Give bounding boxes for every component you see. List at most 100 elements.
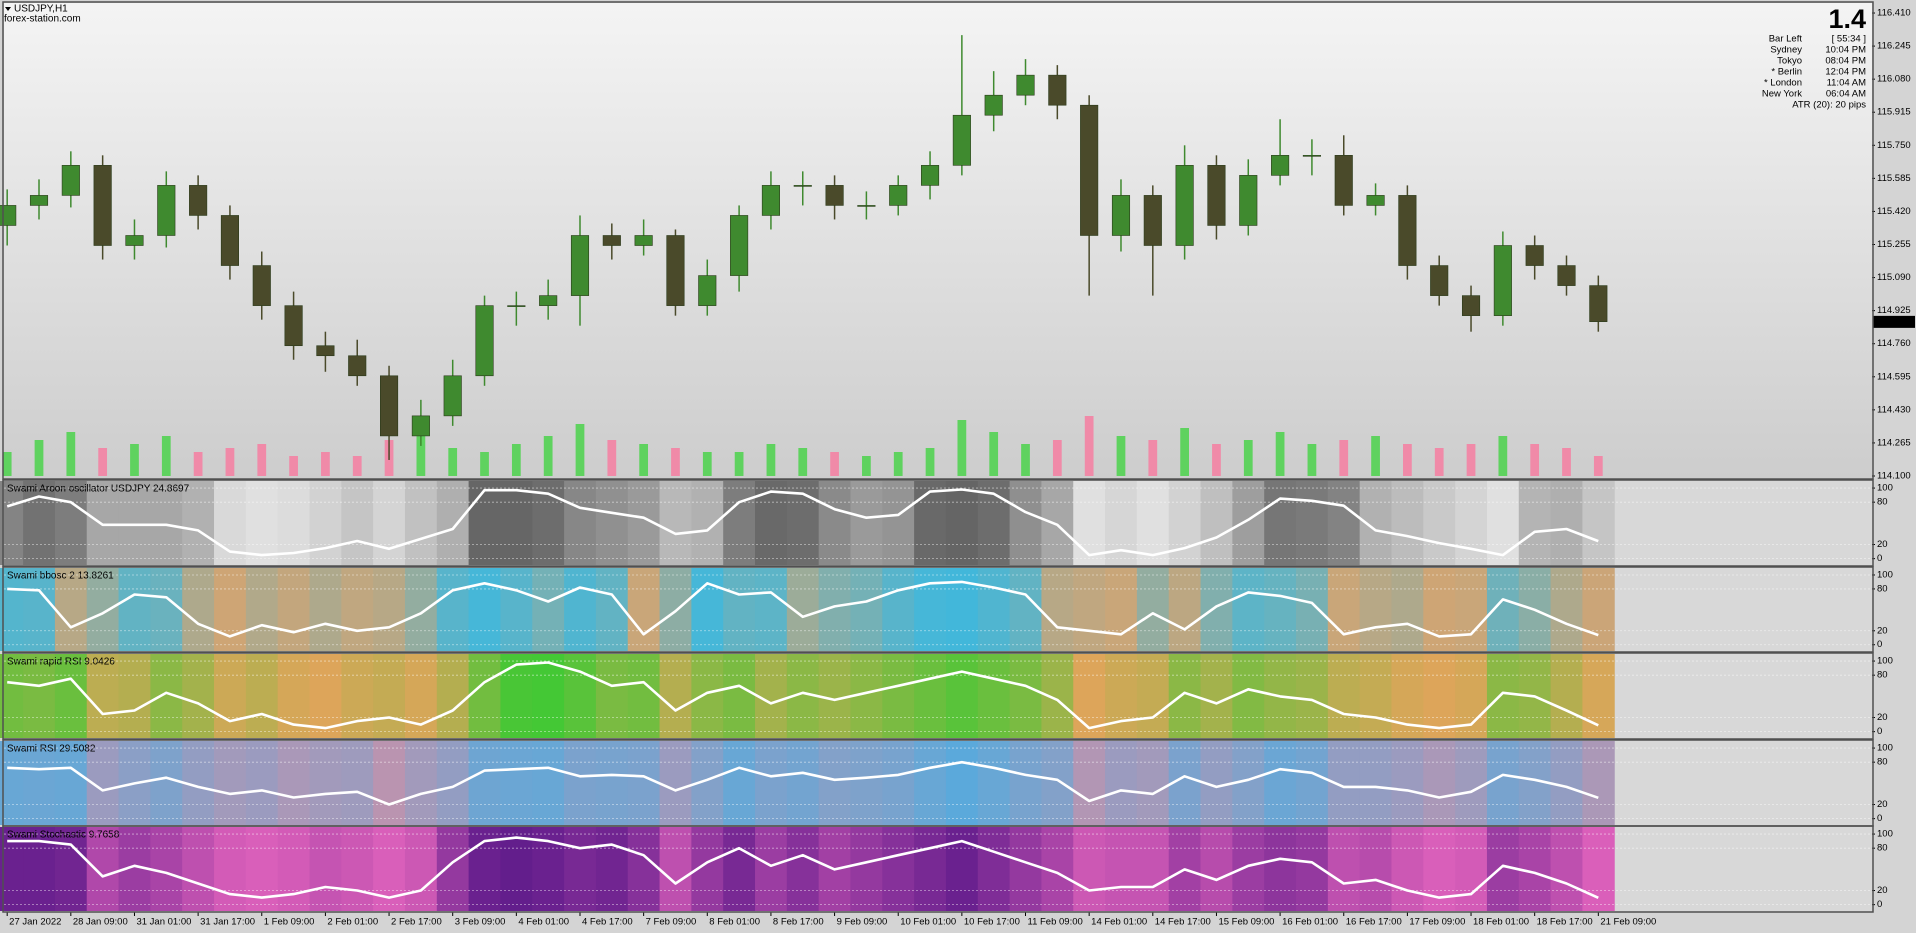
heat-column bbox=[404, 481, 438, 565]
heat-column bbox=[1041, 741, 1074, 825]
heat-column bbox=[54, 741, 88, 825]
heat-column bbox=[150, 481, 183, 565]
candle-body bbox=[1398, 195, 1417, 266]
y-tick-label: 0 bbox=[1877, 813, 1882, 824]
heat-column bbox=[1550, 741, 1583, 825]
heat-column bbox=[500, 568, 533, 651]
x-tick-label: 10 Feb 01:00 bbox=[900, 917, 956, 928]
candle-body bbox=[1366, 195, 1385, 206]
heat-column bbox=[277, 827, 310, 911]
heat-column bbox=[1136, 741, 1170, 825]
y-tick-label: 80 bbox=[1877, 757, 1888, 768]
heat-column bbox=[500, 481, 533, 565]
heat-column bbox=[1200, 481, 1233, 565]
volume-bar bbox=[352, 456, 362, 476]
heat-column bbox=[1264, 827, 1297, 911]
candle-body bbox=[857, 205, 876, 207]
heat-column bbox=[564, 481, 597, 565]
candle-body bbox=[348, 355, 367, 377]
heat-column bbox=[23, 741, 56, 825]
candle-body bbox=[475, 305, 494, 377]
heat-column bbox=[691, 481, 724, 565]
heat-column bbox=[1327, 568, 1361, 651]
heat-column bbox=[818, 481, 851, 565]
heat-column bbox=[277, 568, 310, 651]
volume-bar bbox=[1021, 444, 1030, 476]
heat-column bbox=[914, 568, 947, 651]
candle-body bbox=[1080, 104, 1099, 236]
candle-body bbox=[920, 165, 940, 186]
price-tag bbox=[1873, 315, 1915, 328]
x-tick-label: 2 Feb 01:00 bbox=[327, 917, 378, 928]
heat-column bbox=[532, 568, 565, 651]
heat-column bbox=[23, 481, 56, 565]
candle-body bbox=[634, 235, 653, 246]
candle-body bbox=[157, 185, 176, 236]
y-tick-label: 0 bbox=[1877, 899, 1882, 910]
volume-bar bbox=[766, 444, 776, 476]
x-tick-label: 18 Feb 01:00 bbox=[1473, 917, 1529, 928]
candle-body bbox=[602, 235, 621, 246]
y-tick-label: 115.750 bbox=[1877, 140, 1911, 151]
heat-column bbox=[1264, 481, 1297, 565]
volume-bar bbox=[989, 432, 999, 476]
info-label: New York bbox=[1762, 89, 1802, 100]
heat-column bbox=[564, 654, 597, 738]
heat-column bbox=[1582, 827, 1615, 911]
heat-column bbox=[723, 481, 756, 565]
heat-column bbox=[1550, 568, 1583, 651]
heat-column bbox=[1105, 568, 1138, 651]
heat-column bbox=[373, 741, 406, 825]
y-tick-label: 80 bbox=[1877, 670, 1888, 681]
volume-bar bbox=[862, 456, 871, 476]
chart-title: USDJPY,H1 bbox=[14, 4, 68, 15]
heat-column bbox=[945, 481, 979, 565]
y-tick-label: 80 bbox=[1877, 583, 1888, 594]
heat-column bbox=[54, 654, 88, 738]
heat-column bbox=[404, 568, 438, 651]
heat-column bbox=[1518, 481, 1552, 565]
heat-column bbox=[1455, 827, 1488, 911]
heat-column bbox=[1327, 654, 1361, 738]
heat-column bbox=[723, 568, 756, 651]
heat-column bbox=[150, 568, 183, 651]
heat-column bbox=[914, 654, 947, 738]
x-tick-label: 8 Feb 01:00 bbox=[709, 917, 760, 928]
heat-column bbox=[86, 481, 120, 565]
heat-column bbox=[977, 568, 1011, 651]
y-tick-label: 114.760 bbox=[1877, 338, 1911, 349]
heat-column bbox=[1105, 827, 1138, 911]
oscillator-line bbox=[7, 760, 1599, 806]
x-tick-label: 4 Feb 17:00 bbox=[582, 917, 633, 928]
heat-column bbox=[468, 654, 501, 738]
volume-bar bbox=[671, 448, 680, 476]
heat-column bbox=[1041, 568, 1074, 651]
heat-column bbox=[404, 827, 438, 911]
heat-column bbox=[1073, 568, 1106, 651]
y-tick-label: 0 bbox=[1877, 553, 1882, 564]
info-label: * London bbox=[1764, 78, 1802, 89]
heat-column bbox=[1423, 481, 1456, 565]
y-tick-label: 115.915 bbox=[1877, 107, 1911, 118]
candle-body bbox=[539, 295, 558, 306]
panel-title: Swami RSI 29.5082 bbox=[7, 744, 96, 755]
price-tag-label: 114.869 bbox=[1875, 317, 1909, 328]
candle-body bbox=[1048, 74, 1067, 106]
volume-bar bbox=[830, 452, 839, 476]
candle-body bbox=[1271, 155, 1290, 176]
heat-column bbox=[1391, 741, 1424, 825]
heat-column bbox=[1296, 568, 1329, 651]
candle-body bbox=[0, 205, 17, 226]
volume-bar bbox=[1275, 432, 1285, 476]
volume-bar bbox=[1243, 440, 1253, 476]
heat-column bbox=[786, 827, 820, 911]
heat-column bbox=[214, 654, 247, 738]
x-tick-label: 18 Feb 17:00 bbox=[1537, 917, 1593, 928]
x-tick-label: 7 Feb 09:00 bbox=[646, 917, 697, 928]
volume-bar bbox=[1148, 440, 1158, 476]
x-tick-label: 9 Feb 09:00 bbox=[837, 917, 888, 928]
candle-body bbox=[1557, 265, 1576, 286]
heat-column bbox=[1518, 827, 1552, 911]
heat-column bbox=[86, 568, 120, 651]
volume-bar bbox=[925, 448, 935, 476]
